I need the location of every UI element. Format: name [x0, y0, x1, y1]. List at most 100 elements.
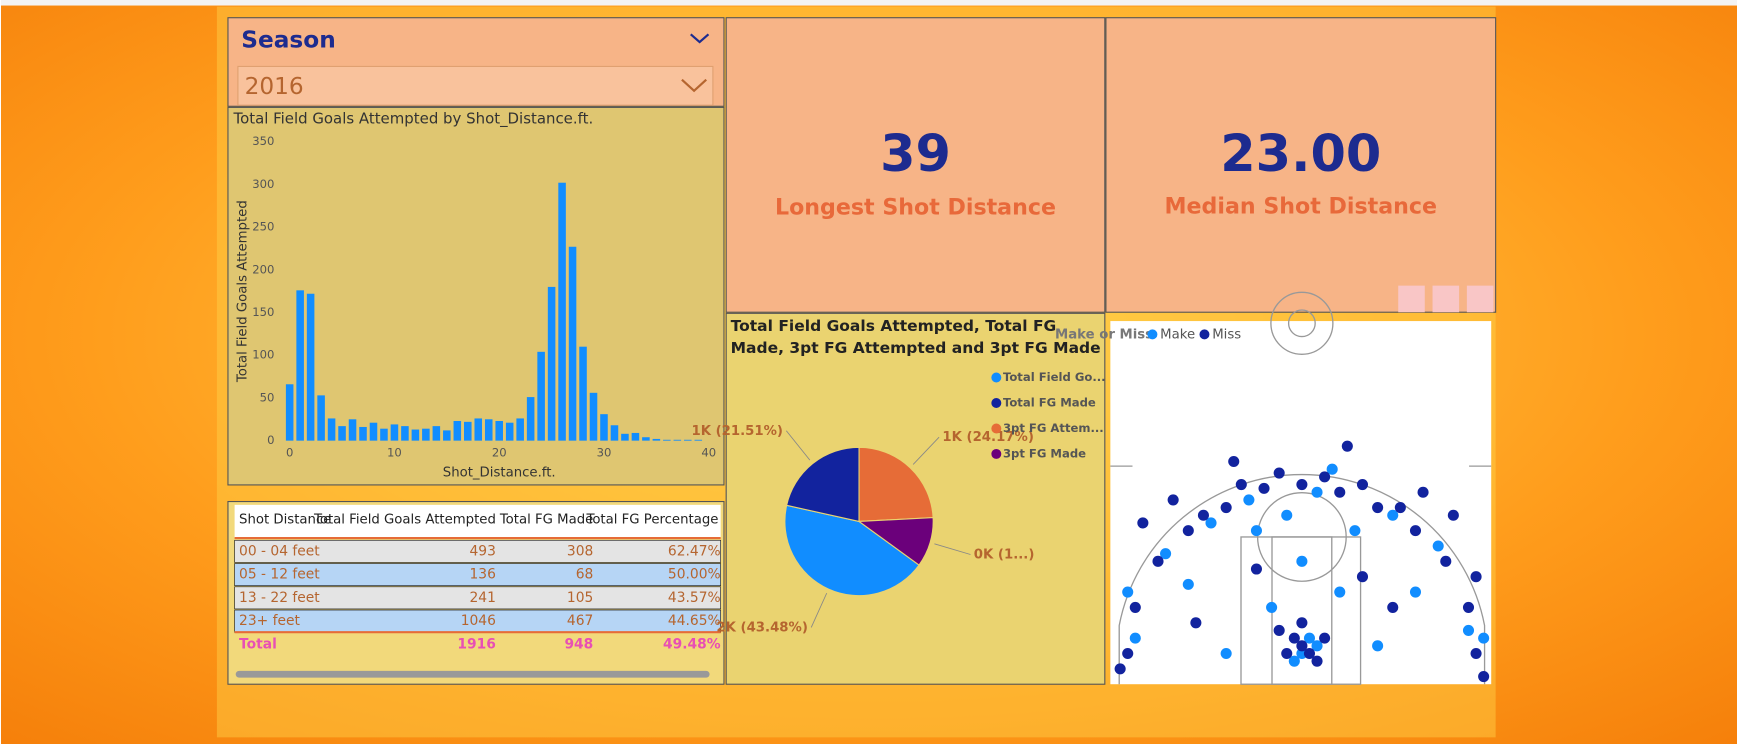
chart-title: Total Field Goals Attempted by Shot_Dist…: [233, 110, 594, 128]
table-cell: 308: [567, 543, 593, 559]
shot-point: [1409, 586, 1422, 598]
shot-point: [1129, 632, 1141, 644]
data-label: 1K (24.17%): [942, 430, 1034, 445]
x-tick-label: 30: [597, 445, 612, 459]
histogram: Total Field Goals Attempted by Shot_Dist…: [233, 110, 717, 481]
bar: [327, 418, 336, 441]
scatter-chart: Make or Miss Make Miss: [1055, 327, 1490, 683]
shot-point: [1478, 632, 1490, 644]
y-tick-label: 200: [252, 262, 274, 276]
y-axis-title: Total Field Goals Attempted: [235, 200, 250, 383]
shot-point: [1197, 509, 1209, 521]
visual-header: [1398, 285, 1494, 313]
table-row: [234, 586, 721, 610]
y-tick-label: 100: [252, 348, 274, 362]
shot-point: [1281, 647, 1293, 660]
leader-line: [810, 592, 828, 628]
table-header-bg: [234, 504, 721, 539]
more-icon[interactable]: [1466, 285, 1494, 313]
shot-point: [1281, 509, 1293, 521]
shot-point: [1273, 467, 1285, 479]
card-value: 39: [880, 125, 951, 184]
shot-point: [1409, 525, 1422, 537]
table-cell: 62.47%: [668, 543, 721, 559]
shot-point: [1160, 548, 1172, 560]
bar: [453, 420, 462, 441]
table-cell: 05 - 12 feet: [239, 567, 320, 583]
table-cell: 00 - 04 feet: [239, 543, 320, 559]
bar: [589, 392, 598, 441]
pie-title-box: Total Field Goals Attempted, Total FG Ma…: [731, 318, 1101, 358]
pie-slice: [858, 446, 934, 523]
y-tick-label: 250: [252, 220, 274, 234]
y-tick-label: 150: [252, 305, 274, 319]
shot-point: [1220, 647, 1232, 660]
focus-icon[interactable]: [1432, 285, 1460, 313]
bar: [631, 432, 640, 441]
table-cell: 241: [469, 590, 495, 606]
shot-point: [1250, 525, 1262, 537]
shot-point: [1220, 502, 1232, 514]
legend-label: Miss: [1212, 327, 1241, 342]
scrollbar[interactable]: [235, 670, 710, 678]
table-cell: 50.00%: [668, 567, 721, 583]
legend-marker: [991, 398, 1002, 408]
shot-point: [1288, 655, 1300, 667]
scatter-panel: [1110, 321, 1492, 685]
shot-point: [1296, 479, 1308, 491]
bar: [505, 422, 514, 441]
shot-point: [1372, 640, 1384, 652]
shot-point: [1462, 601, 1475, 613]
dropdown-icon[interactable]: [681, 78, 707, 93]
legend-label: Make: [1160, 327, 1195, 342]
shot-point: [1296, 647, 1308, 660]
shot-point: [1432, 540, 1444, 552]
collapse-icon[interactable]: [690, 33, 710, 44]
leader-line: [785, 430, 811, 461]
table-total: Total: [239, 636, 277, 652]
card-value: 23.00: [1220, 125, 1381, 184]
shot-point: [1356, 479, 1369, 491]
shot-point: [1228, 455, 1240, 468]
x-tick-label: 20: [492, 445, 507, 459]
table-cell: 23+ feet: [239, 613, 300, 629]
center-circle-inner: [1287, 309, 1316, 338]
pie-slice: [785, 446, 860, 523]
table-cell: 136: [469, 567, 495, 583]
bar: [432, 426, 441, 441]
card: [1105, 17, 1497, 313]
leader-line: [934, 543, 971, 555]
shot-point: [1462, 624, 1475, 636]
filter-icon[interactable]: [1398, 285, 1425, 313]
bar: [401, 426, 409, 441]
bar: [285, 384, 294, 441]
bar: [411, 429, 420, 441]
table-cell: 68: [576, 567, 594, 583]
data-label: 1K (21.51%): [691, 424, 783, 439]
bar: [338, 426, 346, 441]
x-tick-label: 0: [286, 445, 293, 459]
shot-point: [1311, 655, 1323, 667]
bar: [348, 419, 357, 441]
legend-marker: [991, 372, 1002, 383]
slicer-dropdown[interactable]: [237, 65, 714, 106]
bar: [621, 433, 629, 441]
shot-point: [1296, 617, 1308, 629]
shot-point: [1167, 494, 1179, 506]
table-total: 1916: [457, 636, 496, 652]
bar: [642, 437, 650, 441]
table-total: 948: [564, 636, 593, 652]
shot-point: [1243, 494, 1255, 506]
shot-point: [1311, 486, 1323, 498]
legend-title: Make or Miss: [1055, 327, 1153, 342]
table-total: 49.48%: [663, 636, 721, 652]
bar: [422, 428, 430, 441]
bar: [464, 421, 472, 441]
shot-point: [1440, 555, 1452, 567]
bar: [380, 428, 388, 441]
shot-point: [1387, 509, 1399, 521]
shot-point: [1288, 632, 1300, 644]
shot-point: [1122, 647, 1134, 660]
